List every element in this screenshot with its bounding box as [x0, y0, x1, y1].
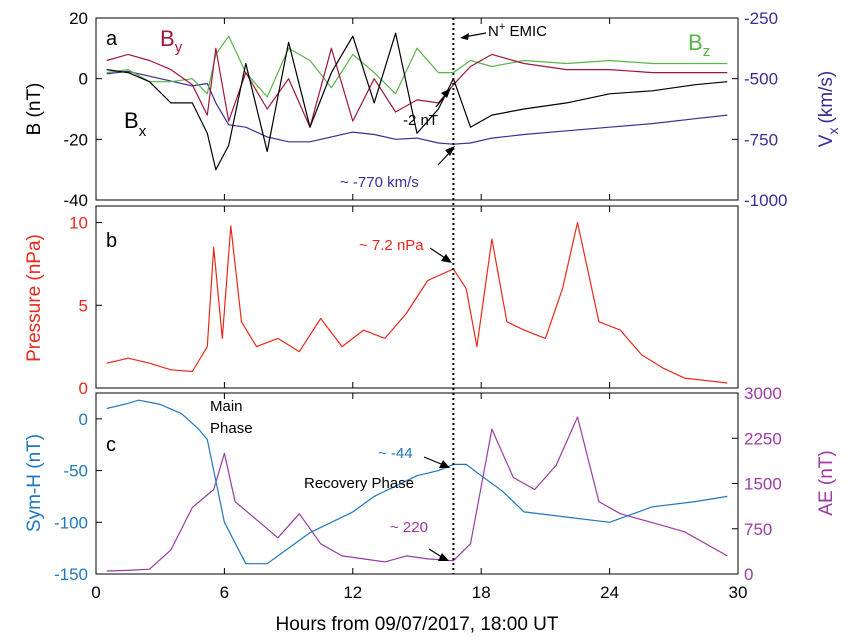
- panel-b-series: [95, 206, 739, 388]
- left-tick-label: 0: [79, 70, 88, 89]
- series-line-vx: [106, 70, 728, 145]
- p72-annotation: ~ 7.2 nPa: [359, 237, 424, 254]
- vx-label-sub: x: [825, 128, 841, 135]
- right-tick-label: -500: [744, 70, 778, 89]
- right-tick-label: 1500: [744, 475, 782, 494]
- panel-b-left-ticks: 10 5 0: [69, 214, 102, 398]
- recovery-phase-label: Recovery Phase: [304, 475, 414, 492]
- panel-c-letter: c: [106, 434, 116, 456]
- right-tick-label: 3000: [744, 384, 782, 403]
- vx-label-unit: (km/s): [816, 71, 837, 124]
- panel-c: 0 -50 -100 -150 3000 2250 1500 750 0 c Sym-H (n…: [24, 384, 837, 584]
- x-tick-label: 24: [600, 583, 619, 602]
- bx-legend: Bx: [124, 108, 147, 140]
- panel-c-right-ticks: 3000 2250 1500 750 0: [732, 384, 782, 584]
- symh-44-arrowhead: [439, 460, 450, 468]
- x-tick-label: 12: [343, 583, 362, 602]
- x-tick-label: 30: [729, 583, 748, 602]
- right-tick-label: 0: [744, 565, 753, 584]
- panel-a-ylabel-left: B (nT): [24, 83, 45, 136]
- panel-b-ylabel: Pressure (nPa): [24, 234, 45, 362]
- panel-c-frame: [95, 392, 739, 575]
- panel-a-ylabel-right: Vx (km/s): [816, 71, 841, 147]
- series-line-pressure: [106, 221, 728, 384]
- left-tick-label: -40: [63, 191, 88, 210]
- right-tick-label: -750: [744, 130, 778, 149]
- x-axis-label: Hours from 09/07/2017, 18:00 UT: [275, 614, 558, 635]
- left-tick-label: -150: [54, 565, 88, 584]
- x-tick-label: 6: [220, 583, 229, 602]
- left-tick-label: 20: [69, 9, 88, 28]
- panel-a: 20 0 -20 -40 -250 -500 -750 -1000 a B (nT) Vx (…: [24, 9, 841, 210]
- left-tick-label: 10: [69, 214, 88, 233]
- series-line-symh: [106, 399, 728, 565]
- by-legend: By: [160, 26, 183, 56]
- right-tick-label: -1000: [744, 191, 787, 210]
- emic-annotation: N+ EMIC: [488, 21, 547, 40]
- series-line-bx: [106, 32, 728, 171]
- panel-a-letter: a: [106, 28, 118, 50]
- panel-c-series: [95, 393, 739, 574]
- right-tick-label: -250: [744, 9, 778, 28]
- panel-b: 10 5 0 b Pressure (nPa) ~ 7.2 nPa: [24, 205, 739, 398]
- series-line-ae: [106, 416, 728, 572]
- left-tick-label: -100: [54, 513, 88, 532]
- ae-220-annotation: ~ 220: [390, 519, 428, 536]
- left-tick-label: 5: [79, 296, 88, 315]
- emic-arrowhead: [460, 33, 469, 40]
- bz-legend: Bz: [688, 30, 710, 60]
- panel-c-ylabel-right: AE (nT): [816, 450, 837, 515]
- vx-label-v: V: [816, 134, 837, 147]
- panel-a-series: [95, 18, 739, 200]
- panel-a-left-ticks: 20 0 -20 -40: [63, 9, 102, 210]
- main-phase-label-1: Main: [210, 398, 243, 415]
- panel-c-left-ticks: 0 -50 -100 -150: [54, 410, 102, 584]
- right-tick-label: 750: [744, 520, 772, 539]
- p72-arrowhead: [441, 254, 452, 263]
- ae-220-arrowhead: [438, 553, 449, 561]
- x-tick-label: 0: [91, 583, 100, 602]
- right-tick-label: 2250: [744, 429, 782, 448]
- x-tick-label: 18: [472, 583, 491, 602]
- series-line-bz: [106, 35, 728, 98]
- series-line-by: [106, 47, 728, 128]
- symh-44-annotation: ~ -44: [378, 445, 413, 462]
- x-axis-ticks: 0 6 12 18 24 30: [91, 583, 747, 602]
- b2-annotation: -2 nT: [403, 112, 438, 129]
- left-tick-label: -20: [63, 130, 88, 149]
- left-tick-label: 0: [79, 410, 88, 429]
- panel-c-ylabel-left: Sym-H (nT): [24, 434, 45, 532]
- panel-b-frame: [95, 205, 739, 389]
- main-phase-label-2: Phase: [210, 420, 253, 437]
- left-tick-label: 0: [79, 379, 88, 398]
- b2-arrowhead: [441, 88, 451, 98]
- panel-b-letter: b: [106, 230, 117, 252]
- panel-a-right-ticks: -250 -500 -750 -1000: [732, 9, 787, 210]
- left-tick-label: -50: [63, 462, 88, 481]
- v770-annotation: ~ -770 km/s: [340, 174, 419, 191]
- panel-a-frame: [95, 17, 739, 201]
